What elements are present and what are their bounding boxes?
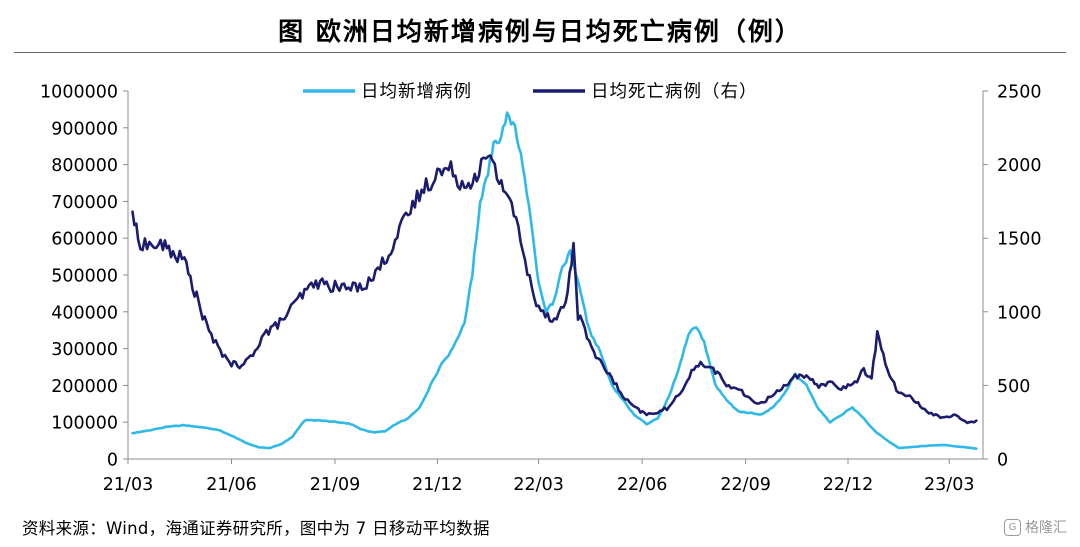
right-y-tick-label: 2500 [997,83,1042,103]
x-tick-label: 22/03 [513,475,563,495]
x-tick-label: 21/06 [206,475,256,495]
chart-axes: 0 100000 200000 300000 400000 500000 600000 700… [40,83,1042,496]
watermark-text: 格隆汇 [1025,520,1067,536]
right-y-tick-label: 1000 [997,303,1042,323]
chart-legend: 日均新增病例 日均死亡病例（右） [303,82,758,102]
x-tick-label: 21/09 [310,475,360,495]
left-y-tick-label: 200000 [51,377,118,397]
legend-label-new-cases: 日均新增病例 [361,82,472,102]
x-tick-label: 23/03 [924,475,974,495]
left-y-tick-label: 600000 [51,230,118,250]
x-tick-label: 21/03 [103,475,153,495]
left-y-tick-label: 800000 [51,156,118,176]
x-tick-label: 21/12 [412,475,462,495]
left-y-tick-label: 500000 [51,267,118,287]
watermark: G 格隆汇 [1004,517,1067,537]
left-y-tick-label: 300000 [51,340,118,360]
x-tick-label: 22/06 [617,475,667,495]
left-y-tick-label: 900000 [51,119,118,139]
legend-label-deaths: 日均死亡病例（右） [591,82,758,102]
right-y-tick-label: 1500 [997,230,1042,250]
series-line-deaths [131,154,978,425]
source-note: 资料来源：Wind，海通证券研究所，图中为 7 日移动平均数据 [22,519,490,538]
left-y-tick-label: 0 [107,451,118,471]
x-tick-label: 22/09 [720,475,770,495]
left-y-tick-label: 100000 [51,414,118,434]
x-tick-label: 22/12 [823,475,873,495]
series-line-new-cases [131,111,978,450]
right-y-tick-label: 500 [997,377,1030,397]
chart-title: 图 欧洲日均新增病例与日均死亡病例（例） [278,17,802,46]
left-y-tick-label: 700000 [51,193,118,213]
left-y-tick-label: 400000 [51,303,118,323]
left-y-tick-label: 1000000 [40,83,118,103]
right-y-tick-label: 0 [997,451,1008,471]
title-divider [14,52,1066,53]
watermark-logo-icon: G [1004,518,1021,536]
series-layer [131,111,978,450]
right-y-tick-label: 2000 [997,156,1042,176]
